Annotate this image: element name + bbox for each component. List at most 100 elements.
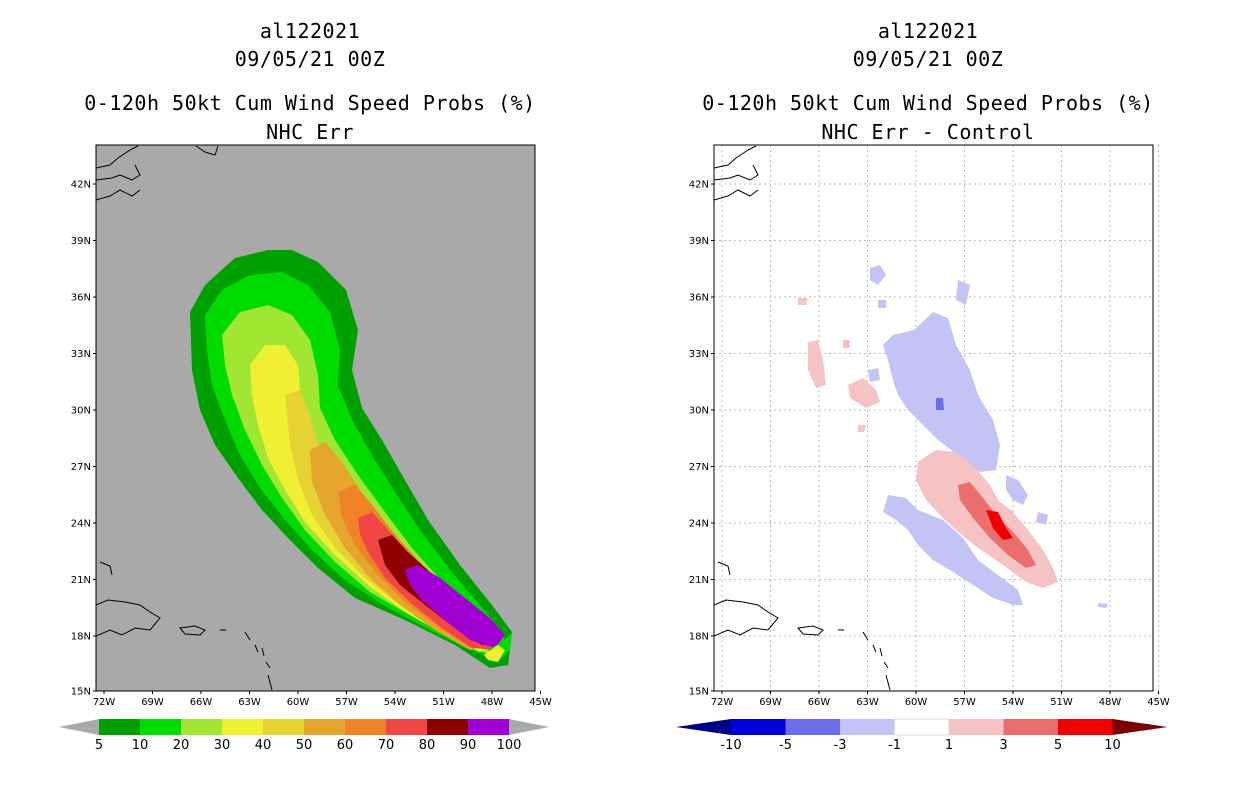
lon-tick-label: 60W <box>905 697 928 708</box>
colorbar-label: 80 <box>419 738 436 753</box>
colorbar-swatch <box>345 719 386 735</box>
colorbar-swatch <box>949 719 1004 735</box>
colorbar-swatch <box>785 719 840 735</box>
lat-tick-label: 36N <box>71 293 91 304</box>
left-datetime: 09/05/21 00Z <box>234 47 386 71</box>
right-difference-contours <box>798 265 1108 608</box>
left-map-frame <box>95 144 536 692</box>
lat-tick-label: 27N <box>689 462 709 473</box>
lon-tick-label: 66W <box>190 697 213 708</box>
right-lon-axis: 72W 69W 66W 63W 60W 57W 54W 51W 48W 45W <box>711 691 1170 708</box>
lon-tick-label: 69W <box>759 697 782 708</box>
neg-1-far <box>1098 603 1108 608</box>
pos-1-leftmid <box>848 378 880 408</box>
lon-tick-label: 66W <box>808 697 831 708</box>
colorbar-label: 5 <box>1054 738 1062 753</box>
left-colorbar: 5 10 20 30 40 50 60 70 80 90 100 <box>59 719 549 753</box>
colorbar-label: -10 <box>720 738 741 753</box>
lon-tick-label: 63W <box>856 697 879 708</box>
colorbar-label: 50 <box>296 738 313 753</box>
lat-tick-label: 21N <box>689 575 709 586</box>
lat-tick-label: 33N <box>689 349 709 360</box>
lat-tick-label: 24N <box>71 519 91 530</box>
colorbar-label: 30 <box>214 738 231 753</box>
colorbar-swatch <box>840 719 895 735</box>
neg-1-right2 <box>1036 512 1048 525</box>
lon-tick-label: 57W <box>953 697 976 708</box>
lon-tick-label: 51W <box>432 697 455 708</box>
pos-1-tiny2 <box>858 425 866 432</box>
right-grid <box>714 145 1159 691</box>
colorbar-label: 100 <box>497 738 522 753</box>
colorbar-swatch <box>263 719 304 735</box>
colorbar-low-arrow <box>676 719 731 735</box>
colorbar-label: 70 <box>378 738 395 753</box>
neg-1-small <box>878 300 886 308</box>
colorbar-label: 40 <box>255 738 272 753</box>
right-coastlines <box>714 145 891 691</box>
left-map: 42N 39N 36N 33N 30N 27N 24N 21N 18N 15N 72W 69W 66W… <box>59 144 552 753</box>
colorbar-label: 5 <box>95 738 103 753</box>
lon-tick-label: 54W <box>384 697 407 708</box>
left-coastlines <box>96 145 273 691</box>
lon-tick-label: 72W <box>93 697 116 708</box>
neg-1-mid <box>868 368 880 382</box>
right-storm-id: al122021 <box>877 19 979 43</box>
lon-tick-label: 69W <box>141 697 164 708</box>
colorbar-label: 10 <box>1104 738 1121 753</box>
lat-tick-label: 21N <box>71 575 91 586</box>
lon-tick-label: 48W <box>481 697 504 708</box>
right-colorbar: -10 -5 -3 -1 1 3 5 10 <box>676 718 1168 753</box>
colorbar-label: -3 <box>834 738 847 753</box>
left-lat-axis: 42N 39N 36N 33N 30N 27N 24N 21N 18N 15N <box>71 180 96 698</box>
contour-edge-30 <box>484 645 505 662</box>
lon-tick-label: 60W <box>287 697 310 708</box>
colorbar-high-arrow <box>509 719 549 735</box>
lat-tick-label: 15N <box>71 687 91 698</box>
neg-1-lower <box>883 495 1023 605</box>
neg-1-right <box>1006 475 1028 505</box>
colorbar-swatch <box>304 719 345 735</box>
neg-1-main <box>883 312 1000 472</box>
lon-tick-label: 51W <box>1050 697 1073 708</box>
lat-tick-label: 42N <box>689 180 709 191</box>
right-subtitle: NHC Err - Control <box>821 120 1035 144</box>
colorbar-swatch <box>181 719 222 735</box>
lat-tick-label: 30N <box>689 406 709 417</box>
left-lon-axis: 72W 69W 66W 63W 60W 57W 54W 51W 48W 45W <box>93 691 552 708</box>
pos-1-top <box>798 298 808 305</box>
colorbar-label: -1 <box>888 738 901 753</box>
lat-tick-label: 30N <box>71 406 91 417</box>
lat-tick-label: 42N <box>71 180 91 191</box>
lon-tick-label: 54W <box>1002 697 1025 708</box>
lat-tick-label: 27N <box>71 462 91 473</box>
lat-tick-label: 15N <box>689 687 709 698</box>
left-subtitle: NHC Err <box>266 120 354 144</box>
right-datetime: 09/05/21 00Z <box>852 47 1004 71</box>
colorbar-swatch <box>222 719 263 735</box>
colorbar-high-arrow <box>1112 719 1168 735</box>
lon-tick-label: 63W <box>238 697 261 708</box>
lat-tick-label: 36N <box>689 293 709 304</box>
right-lat-axis: 42N 39N 36N 33N 30N 27N 24N 21N 18N 15N <box>689 180 714 698</box>
neg-1-ne <box>956 280 970 305</box>
neg-1-top <box>870 265 886 285</box>
lat-tick-label: 39N <box>71 236 91 247</box>
left-probability-contours <box>190 250 512 668</box>
lon-tick-label: 57W <box>335 697 358 708</box>
lat-tick-label: 24N <box>689 519 709 530</box>
colorbar-swatch <box>427 719 468 735</box>
pos-5-spot <box>986 510 1013 540</box>
contour-90 <box>405 565 505 648</box>
colorbar-swatch <box>731 719 786 735</box>
lon-tick-label: 45W <box>529 697 552 708</box>
colorbar-label: 3 <box>999 738 1007 753</box>
colorbar-swatch <box>468 719 509 735</box>
colorbar-label: 1 <box>945 738 953 753</box>
lon-tick-label: 45W <box>1147 697 1170 708</box>
lat-tick-label: 18N <box>689 632 709 643</box>
pos-1-left <box>808 340 826 388</box>
colorbar-swatch <box>894 718 950 736</box>
lat-tick-label: 18N <box>71 632 91 643</box>
colorbar-swatch <box>140 719 181 735</box>
